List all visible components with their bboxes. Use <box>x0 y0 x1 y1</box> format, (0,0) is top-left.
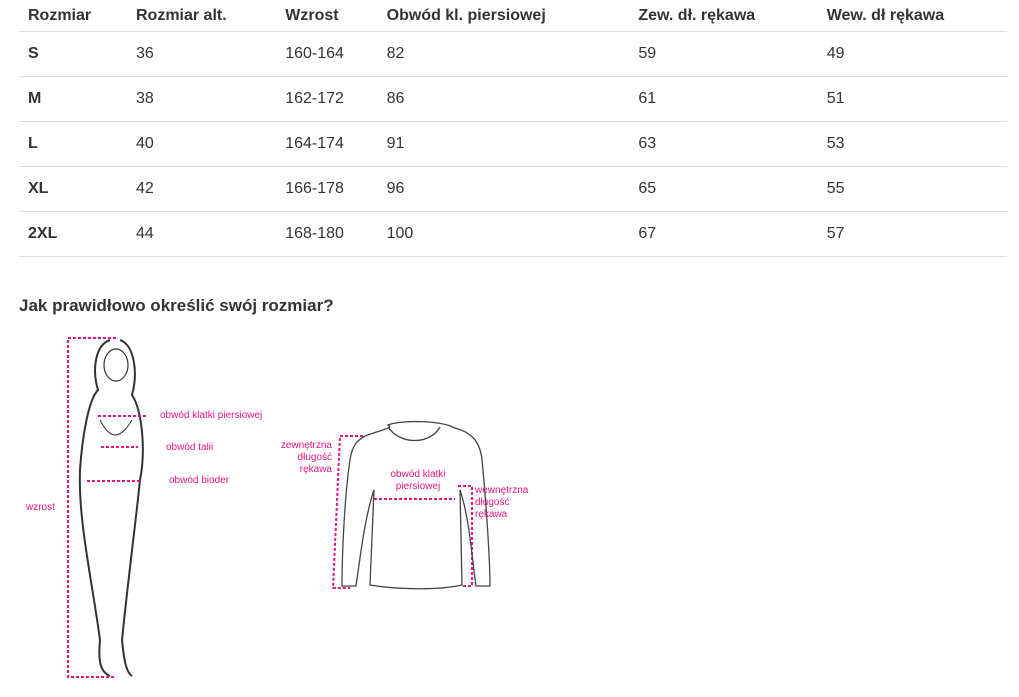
table-cell: 40 <box>126 121 277 167</box>
label-height: wzrost <box>26 502 55 513</box>
table-cell: 51 <box>817 76 1007 122</box>
table-cell: 162-172 <box>276 76 378 122</box>
table-cell: 100 <box>377 211 630 257</box>
table-cell: 38 <box>126 76 277 122</box>
table-cell: 86 <box>377 76 630 122</box>
label-shirt-chest: obwód klatki piersiowej <box>390 469 446 492</box>
column-header: Wew. dł rękawa <box>826 6 945 24</box>
table-cell: 160-164 <box>276 31 378 77</box>
table-header: Rozmiar Rozmiar alt. Wzrost Obwód kl. piers… <box>19 0 1007 32</box>
table-cell: M <box>19 76 127 122</box>
table-cell: 65 <box>629 166 818 212</box>
table-cell: 57 <box>817 211 1007 257</box>
label-hips: obwód bioder <box>169 475 230 486</box>
table-cell: 63 <box>629 121 818 167</box>
column-header: Zew. dł. rękawa <box>638 6 756 24</box>
column-header: Rozmiar alt. <box>135 6 227 24</box>
outer-sleeve-measure <box>331 435 363 589</box>
table-cell: S <box>19 31 127 77</box>
table-cell: 2XL <box>19 211 127 257</box>
table-row: 2XL 44 168-180 100 67 57 <box>19 211 1007 257</box>
inner-sleeve-measure <box>458 485 473 587</box>
table-cell: 164-174 <box>276 121 378 167</box>
table-cell: 96 <box>377 166 630 212</box>
guide-title: Jak prawidłowo określić swój rozmiar? <box>19 296 334 315</box>
height-measure <box>67 337 116 678</box>
body-figure <box>78 339 144 677</box>
table-cell: 168-180 <box>276 211 378 257</box>
table-cell: 36 <box>126 31 277 77</box>
table-row: M 38 162-172 86 61 51 <box>19 76 1007 122</box>
table-row: L 40 164-174 91 63 53 <box>19 121 1007 167</box>
size-table: Rozmiar Rozmiar alt. Wzrost Obwód kl. piers… <box>19 0 1007 257</box>
table-row: S 36 160-164 82 59 49 <box>19 31 1007 77</box>
shirt-figure <box>341 420 491 590</box>
label-waist: obwód talii <box>166 442 214 453</box>
table-cell: 42 <box>126 166 277 212</box>
table-cell: 55 <box>817 166 1007 212</box>
column-header: Rozmiar <box>28 6 92 24</box>
table-row: XL 42 166-178 96 65 55 <box>19 166 1007 212</box>
label-outer-sleeve: zewnętrzna długość rękawa <box>280 440 332 475</box>
column-header: Wzrost <box>285 6 339 24</box>
label-inner-sleeve: wewnętrzna długość rękawa <box>475 485 529 520</box>
table-cell: 91 <box>377 121 630 167</box>
table-cell: XL <box>19 166 127 212</box>
table-cell: 82 <box>377 31 630 77</box>
column-header: Obwód kl. piersiowej <box>386 6 546 24</box>
table-cell: 59 <box>629 31 818 77</box>
table-cell: 53 <box>817 121 1007 167</box>
table-cell: L <box>19 121 127 167</box>
label-chest: obwód klatki piersiowej <box>160 410 263 421</box>
table-cell: 49 <box>817 31 1007 77</box>
table-cell: 44 <box>126 211 277 257</box>
table-cell: 67 <box>629 211 818 257</box>
table-cell: 166-178 <box>276 166 378 212</box>
table-cell: 61 <box>629 76 818 122</box>
